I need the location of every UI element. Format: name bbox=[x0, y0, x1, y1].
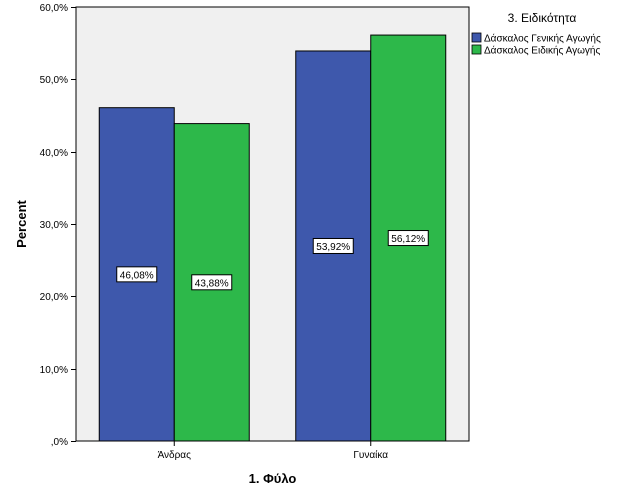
data-label-box bbox=[387, 230, 429, 247]
x-axis-title: 1. Φύλο bbox=[249, 471, 297, 486]
y-axis: ,0% 10,0% 20,0% 30,0% 40,0% 50,0% 60,0% bbox=[40, 3, 76, 448]
y-tick-label: 10,0% bbox=[40, 365, 68, 376]
y-tick-label: ,0% bbox=[51, 437, 68, 448]
legend-entry-label: Δάσκαλος Ειδικής Αγωγής bbox=[484, 45, 600, 57]
data-label: 46,08% bbox=[120, 270, 154, 281]
data-label: 56,12% bbox=[391, 234, 425, 245]
legend-entry-label: Δάσκαλος Γενικής Αγωγής bbox=[484, 33, 601, 45]
y-axis-title: Percent bbox=[14, 199, 29, 247]
legend-swatch bbox=[471, 32, 482, 43]
data-label: 43,88% bbox=[195, 278, 229, 289]
data-label: 53,92% bbox=[316, 242, 350, 253]
x-tick-label: Γυναίκα bbox=[353, 449, 388, 461]
data-labels: 46,08% 43,88% 53,92% 56,12% bbox=[116, 230, 429, 291]
legend-swatch bbox=[471, 44, 482, 55]
x-tick-label: Άνδρας bbox=[158, 450, 192, 461]
x-axis: Άνδρας Γυναίκα bbox=[158, 441, 388, 461]
legend: 3. Ειδικότητα Δάσκαλος Γενικής ΑγωγήςΔάσ… bbox=[471, 11, 601, 57]
data-label-box bbox=[191, 274, 233, 291]
legend-title: 3. Ειδικότητα bbox=[508, 11, 577, 25]
y-tick-label: 20,0% bbox=[40, 292, 68, 303]
y-tick-label: 30,0% bbox=[40, 220, 68, 231]
data-label-box bbox=[312, 237, 354, 254]
y-tick-label: 60,0% bbox=[40, 3, 68, 14]
bar bbox=[370, 34, 447, 442]
bars bbox=[98, 34, 447, 442]
data-label-box bbox=[116, 266, 158, 283]
y-tick-label: 40,0% bbox=[40, 148, 68, 159]
y-tick-label: 50,0% bbox=[40, 75, 68, 86]
